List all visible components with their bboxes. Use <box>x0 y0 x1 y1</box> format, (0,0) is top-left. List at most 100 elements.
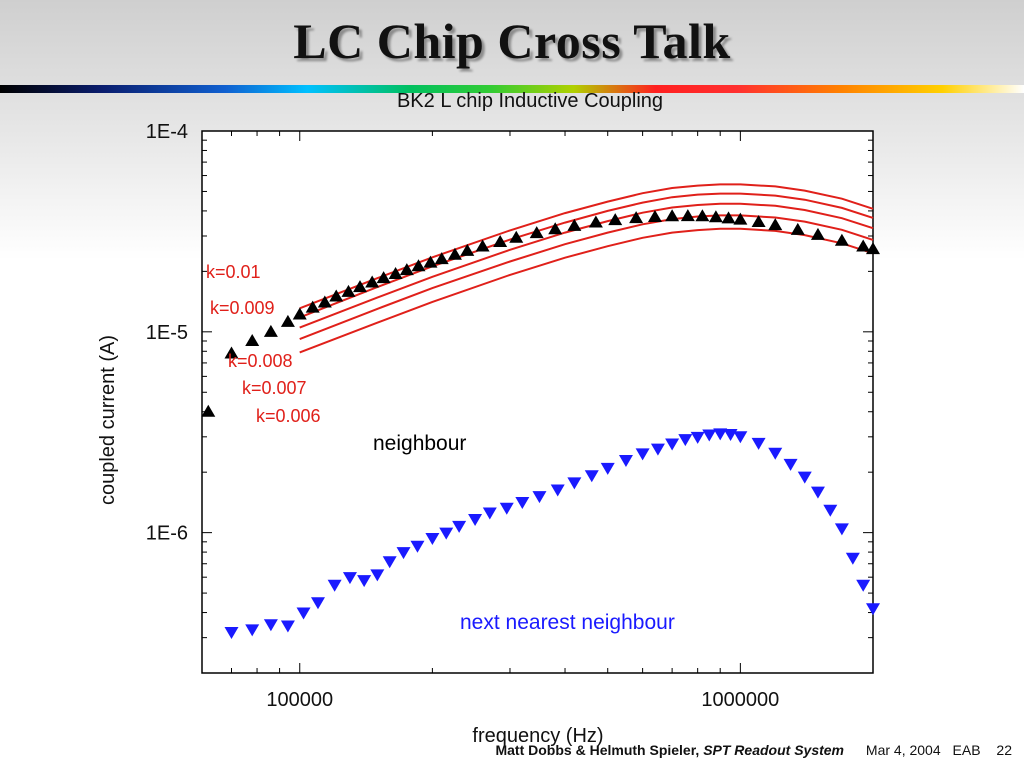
data-point <box>410 540 425 553</box>
data-point <box>201 404 216 417</box>
data-point <box>702 429 717 442</box>
data-point <box>263 324 278 337</box>
data-point <box>665 438 680 451</box>
data-point <box>292 307 307 320</box>
data-point <box>768 218 783 231</box>
data-point <box>550 484 565 497</box>
data-point <box>382 556 397 569</box>
data-point <box>690 431 705 444</box>
data-point <box>866 242 880 255</box>
model-curve <box>299 202 874 329</box>
data-point <box>618 454 633 467</box>
data-point <box>245 624 260 637</box>
data-point <box>680 209 695 222</box>
x-tick-label: 1000000 <box>701 689 779 711</box>
data-point <box>280 620 295 633</box>
model-curve-label: k=0.009 <box>210 298 275 318</box>
data-point <box>721 211 736 224</box>
neighbour-label: neighbour <box>373 432 466 455</box>
data-point <box>608 213 623 226</box>
data-point <box>447 247 462 260</box>
data-point <box>388 267 403 280</box>
data-point <box>370 569 385 582</box>
model-curve-label: k=0.006 <box>256 406 321 426</box>
data-point <box>866 603 880 616</box>
model-curve <box>299 183 874 310</box>
data-point <box>629 211 644 224</box>
data-point <box>768 447 783 460</box>
footer-authors: Matt Dobbs & Helmuth Spieler, <box>495 742 700 758</box>
data-point <box>790 222 805 235</box>
data-point <box>584 470 599 483</box>
data-point <box>845 552 860 565</box>
data-point <box>856 579 871 592</box>
data-point <box>399 263 414 276</box>
data-point <box>460 243 475 256</box>
y-tick-label: 1E-6 <box>146 523 188 545</box>
data-point <box>783 458 798 471</box>
data-point <box>357 575 372 588</box>
data-point <box>665 209 680 222</box>
data-point <box>647 210 662 223</box>
data-point <box>567 477 582 490</box>
data-point <box>365 275 380 288</box>
data-point <box>635 448 650 461</box>
data-point <box>425 533 440 546</box>
data-point <box>708 210 723 223</box>
chart-title: BK2 L chip Inductive Coupling <box>396 90 664 112</box>
y-tick-label: 1E-4 <box>146 121 188 143</box>
data-point <box>342 572 357 585</box>
model-curve-label: k=0.007 <box>242 378 307 398</box>
data-point <box>733 212 748 225</box>
footer-initials: EAB <box>952 742 981 758</box>
data-point <box>548 222 563 235</box>
data-point <box>305 300 320 313</box>
footer-page-number: 22 <box>996 742 1012 758</box>
data-point <box>834 523 849 536</box>
data-point <box>352 280 367 293</box>
data-point <box>452 520 467 533</box>
data-point <box>751 437 766 450</box>
data-point <box>695 209 710 222</box>
data-point <box>532 491 547 504</box>
data-point <box>509 230 524 243</box>
data-point <box>423 255 438 268</box>
data-point <box>515 497 530 510</box>
data-point <box>411 259 426 272</box>
data-point <box>475 239 490 252</box>
data-point <box>834 233 849 246</box>
data-point <box>434 252 449 265</box>
data-point <box>327 579 342 592</box>
data-point <box>713 428 728 441</box>
x-axis-label: frequency (Hz) <box>472 725 603 747</box>
data-point <box>263 619 278 632</box>
data-point <box>567 218 582 231</box>
data-point <box>493 235 508 248</box>
title-divider-bar <box>0 85 1024 93</box>
plot-area <box>201 130 874 674</box>
data-point <box>468 513 483 526</box>
footer-date: Mar 4, 2004 <box>865 742 941 758</box>
data-point <box>329 289 344 302</box>
data-point <box>439 527 454 540</box>
data-point <box>751 215 766 228</box>
data-point <box>341 284 356 297</box>
data-point <box>245 334 260 347</box>
data-point <box>317 295 332 308</box>
model-curve-label: k=0.008 <box>228 351 293 371</box>
data-point <box>678 434 693 447</box>
data-point <box>810 486 825 499</box>
data-point <box>499 502 514 515</box>
data-point <box>529 226 544 239</box>
footer-system: SPT Readout System <box>703 742 845 758</box>
data-point <box>810 227 825 240</box>
data-point <box>856 239 871 252</box>
data-point <box>823 504 838 517</box>
data-point <box>600 462 615 475</box>
data-point <box>797 471 812 484</box>
data-point <box>482 507 497 520</box>
x-tick-label: 100000 <box>266 689 333 711</box>
next-nearest-neighbour-label: next nearest neighbour <box>460 611 675 634</box>
data-point <box>280 314 295 327</box>
